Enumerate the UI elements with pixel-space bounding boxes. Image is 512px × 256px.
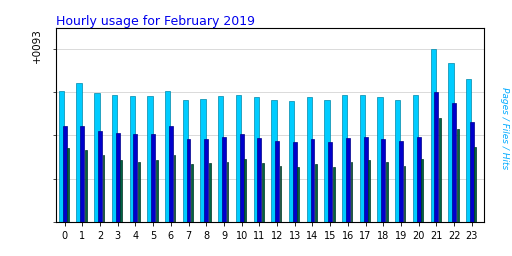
Bar	[351, 162, 352, 222]
Text: Pages / Files / Hits: Pages / Files / Hits	[500, 87, 509, 169]
Bar	[165, 91, 170, 222]
Bar	[403, 166, 406, 222]
Bar	[333, 167, 335, 222]
Bar	[368, 160, 370, 222]
Bar	[439, 118, 441, 222]
Bar	[120, 160, 122, 222]
Bar	[103, 155, 104, 222]
Bar	[346, 138, 350, 222]
Bar	[94, 93, 99, 222]
Bar	[324, 100, 330, 222]
Bar	[271, 100, 276, 222]
Bar	[435, 92, 438, 222]
Bar	[156, 160, 158, 222]
Bar	[413, 95, 418, 222]
Bar	[399, 141, 403, 222]
Bar	[151, 134, 155, 222]
Bar	[421, 159, 423, 222]
Bar	[275, 141, 279, 222]
Bar	[328, 142, 332, 222]
Bar	[452, 103, 456, 222]
Bar	[475, 147, 476, 222]
Bar	[130, 96, 135, 222]
Bar	[191, 164, 193, 222]
Bar	[297, 167, 299, 222]
Bar	[59, 91, 64, 222]
Bar	[466, 79, 471, 222]
Bar	[204, 139, 208, 222]
Bar	[386, 162, 388, 222]
Bar	[293, 142, 297, 222]
Bar	[377, 97, 383, 222]
Bar	[112, 95, 117, 222]
Text: Hourly usage for February 2019: Hourly usage for February 2019	[56, 15, 255, 28]
Bar	[174, 155, 175, 222]
Bar	[470, 122, 474, 222]
Bar	[85, 150, 87, 222]
Bar	[395, 100, 400, 222]
Bar	[134, 134, 137, 222]
Bar	[227, 162, 228, 222]
Bar	[417, 137, 421, 222]
Bar	[253, 97, 259, 222]
Bar	[244, 159, 246, 222]
Bar	[138, 162, 140, 222]
Bar	[67, 148, 69, 222]
Bar	[218, 96, 223, 222]
Bar	[222, 137, 226, 222]
Bar	[200, 99, 206, 222]
Bar	[98, 131, 102, 222]
Bar	[449, 63, 454, 222]
Bar	[62, 126, 67, 222]
Bar	[209, 163, 210, 222]
Bar	[186, 139, 190, 222]
Bar	[80, 126, 84, 222]
Text: +0093: +0093	[32, 28, 41, 63]
Bar	[240, 134, 244, 222]
Bar	[116, 133, 120, 222]
Bar	[360, 95, 365, 222]
Bar	[262, 163, 264, 222]
Bar	[258, 138, 261, 222]
Bar	[236, 95, 241, 222]
Bar	[381, 139, 385, 222]
Bar	[147, 96, 153, 222]
Bar	[183, 100, 188, 222]
Bar	[289, 101, 294, 222]
Bar	[342, 95, 347, 222]
Bar	[169, 126, 173, 222]
Bar	[315, 164, 317, 222]
Bar	[307, 97, 312, 222]
Bar	[76, 83, 82, 222]
Bar	[457, 129, 459, 222]
Bar	[311, 139, 314, 222]
Bar	[280, 166, 282, 222]
Bar	[431, 49, 436, 222]
Bar	[364, 137, 368, 222]
